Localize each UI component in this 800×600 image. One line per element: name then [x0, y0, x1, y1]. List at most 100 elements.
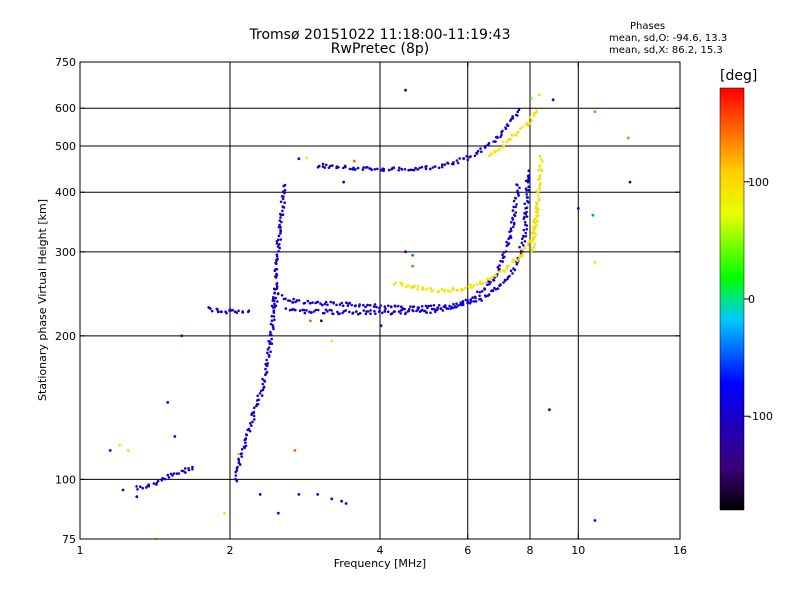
phases-o-mode-stats: mean, sd,O: -94.6, 13.3: [609, 33, 728, 44]
blue-mode-point: [261, 382, 265, 386]
blue-mode-point: [369, 309, 372, 312]
blue-mode-point: [282, 195, 285, 198]
blue-mode-point: [244, 444, 248, 448]
blue-mode-point: [275, 267, 279, 271]
yellow-mode-point: [456, 289, 460, 292]
blue-mode-point: [512, 267, 515, 270]
blue-mode-point: [443, 163, 447, 166]
blue-mode-point: [319, 302, 322, 305]
blue-mode-point: [524, 187, 528, 190]
scattered-echo-point: [135, 495, 139, 499]
colorbar-tick-label: 100: [748, 176, 769, 189]
blue-mode-point: [512, 221, 516, 225]
blue-mode-point: [375, 305, 378, 309]
blue-mode-point: [366, 303, 369, 307]
scattered-echo-point: [529, 96, 533, 100]
blue-mode-point: [266, 351, 269, 355]
blue-mode-point: [460, 303, 463, 307]
blue-mode-point: [269, 330, 272, 334]
blue-mode-point: [258, 392, 262, 395]
yellow-mode-point: [537, 178, 540, 181]
blue-mode-point: [379, 304, 383, 307]
y-tick-label: 400: [55, 186, 76, 199]
yellow-mode-point: [534, 233, 538, 236]
scattered-echo-point: [344, 502, 348, 505]
yellow-mode-point: [498, 147, 501, 151]
blue-mode-point: [514, 211, 517, 214]
blue-mode-point: [379, 169, 383, 172]
blue-mode-point: [366, 310, 370, 313]
blue-mode-point: [501, 129, 504, 133]
blue-mode-point: [507, 242, 511, 245]
blue-mode-point: [518, 245, 521, 249]
blue-mode-point: [279, 230, 283, 233]
blue-mode-point: [342, 166, 345, 170]
blue-mode-point: [501, 260, 505, 263]
scattered-echo-point: [126, 449, 130, 452]
blue-mode-point: [278, 243, 281, 246]
blue-mode-point: [240, 448, 244, 451]
blue-mode-point: [427, 304, 430, 308]
phases-x-mode-stats: mean, sd,X: 86.2, 15.3: [609, 45, 723, 56]
yellow-mode-point: [534, 207, 538, 210]
blue-mode-point: [252, 410, 256, 414]
blue-mode-point: [487, 280, 490, 283]
blue-mode-point: [337, 166, 340, 169]
yellow-mode-point: [508, 138, 512, 142]
blue-mode-point: [512, 199, 516, 203]
blue-mode-point: [331, 164, 334, 167]
yellow-mode-point: [535, 109, 539, 113]
scattered-echo-point: [404, 88, 407, 92]
yellow-mode-point: [528, 116, 531, 119]
blue-mode-point: [245, 433, 248, 436]
blue-mode-point: [500, 133, 503, 137]
blue-mode-point: [272, 315, 276, 318]
blue-mode-point: [216, 310, 220, 314]
blue-mode-point: [216, 308, 219, 312]
blue-mode-point: [502, 281, 505, 284]
scattered-echo-point: [593, 261, 597, 264]
blue-mode-point: [496, 266, 500, 269]
blue-mode-point: [326, 303, 329, 307]
yellow-mode-point: [516, 259, 519, 263]
blue-mode-point: [516, 189, 519, 193]
blue-mode-point: [439, 307, 443, 310]
yellow-mode-point: [538, 182, 542, 185]
blue-mode-point: [281, 209, 284, 213]
blue-mode-point: [399, 312, 403, 315]
blue-mode-point: [136, 488, 139, 491]
blue-mode-point: [430, 307, 434, 311]
blue-mode-point: [373, 309, 376, 313]
yellow-mode-point: [535, 205, 538, 208]
yellow-mode-point: [507, 264, 510, 267]
blue-mode-point: [449, 307, 453, 310]
scattered-echo-point: [352, 159, 356, 163]
blue-mode-point: [275, 274, 279, 277]
blue-mode-point: [510, 221, 513, 224]
blue-mode-point: [386, 310, 390, 314]
blue-mode-point: [456, 161, 460, 165]
blue-mode-point: [267, 353, 271, 357]
blue-mode-point: [487, 293, 491, 296]
blue-mode-point: [277, 238, 280, 242]
blue-mode-point: [403, 168, 407, 171]
blue-mode-point: [139, 485, 142, 489]
yellow-mode-point: [538, 186, 541, 190]
blue-mode-point: [441, 309, 445, 312]
yellow-mode-point: [532, 218, 536, 221]
yellow-mode-point: [503, 270, 507, 273]
yellow-mode-point: [432, 289, 435, 292]
blue-mode-point: [209, 307, 212, 310]
blue-mode-point: [272, 295, 275, 299]
blue-mode-point: [498, 267, 501, 271]
yellow-mode-point: [400, 284, 404, 287]
yellow-mode-point: [443, 289, 446, 293]
blue-mode-point: [523, 202, 526, 206]
blue-mode-point: [527, 176, 530, 180]
blue-mode-point: [522, 244, 525, 247]
blue-mode-point: [284, 297, 287, 301]
blue-mode-point: [511, 115, 514, 118]
scattered-echo-point: [551, 98, 555, 102]
blue-mode-point: [318, 164, 321, 168]
yellow-mode-point: [476, 282, 479, 286]
